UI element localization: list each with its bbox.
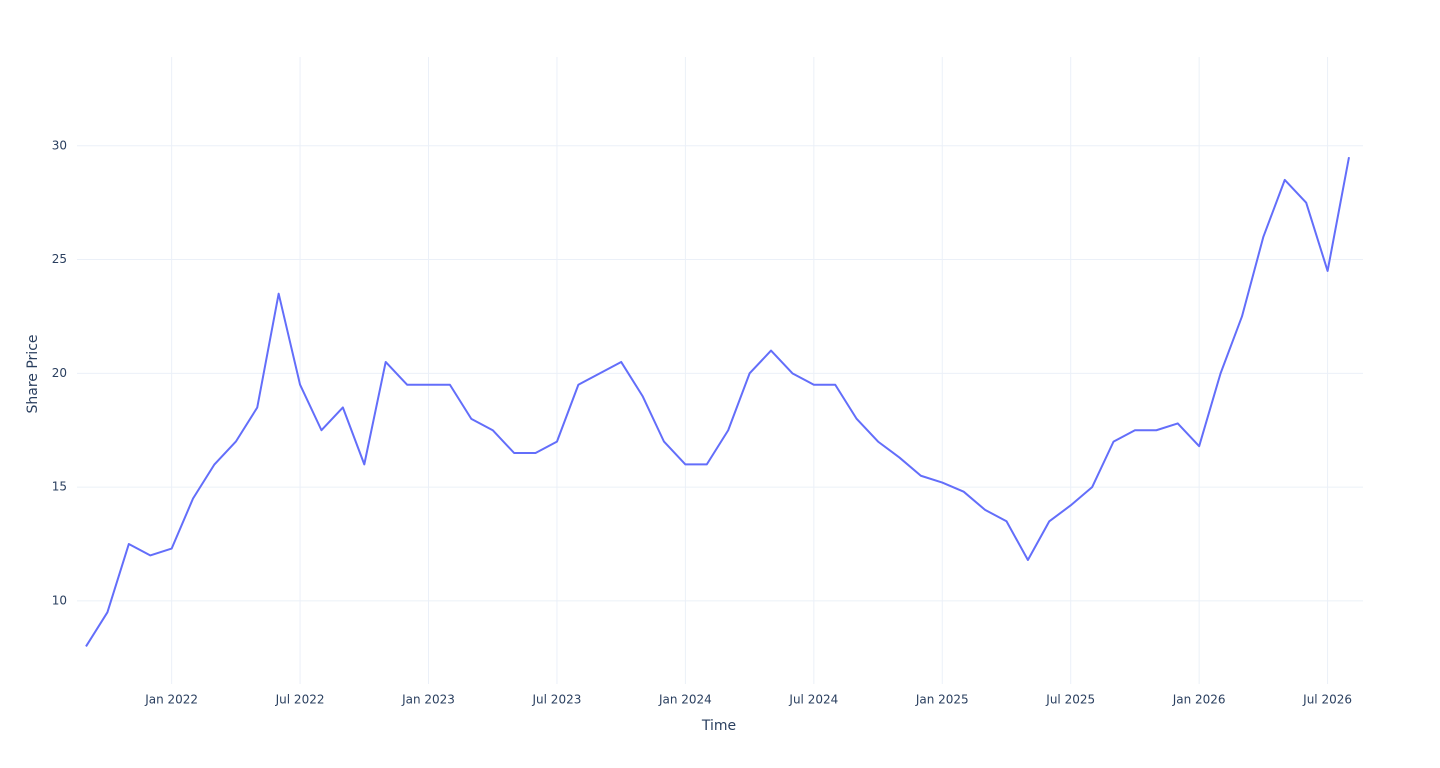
x-tick-label: Jan 2025 [915, 693, 969, 707]
x-tick-label: Jul 2022 [275, 693, 325, 707]
x-tick-label: Jul 2024 [788, 693, 838, 707]
y-tick-label: 20 [52, 366, 67, 380]
x-tick-label: Jan 2026 [1172, 693, 1226, 707]
y-tick-label: 15 [52, 480, 67, 494]
x-tick-label: Jan 2022 [144, 693, 198, 707]
y-tick-label: 10 [52, 593, 67, 607]
y-tick-label: 30 [52, 138, 67, 152]
x-axis-title: Time [701, 718, 736, 734]
y-tick-label: 25 [52, 252, 67, 266]
x-tick-label: Jul 2025 [1045, 693, 1095, 707]
x-tick-label: Jan 2023 [401, 693, 455, 707]
x-tick-label: Jul 2026 [1302, 693, 1352, 707]
x-tick-label: Jan 2024 [658, 693, 712, 707]
y-axis-title: Share Price [25, 334, 41, 413]
x-tick-label: Jul 2023 [532, 693, 582, 707]
price-line [85, 156, 1350, 647]
